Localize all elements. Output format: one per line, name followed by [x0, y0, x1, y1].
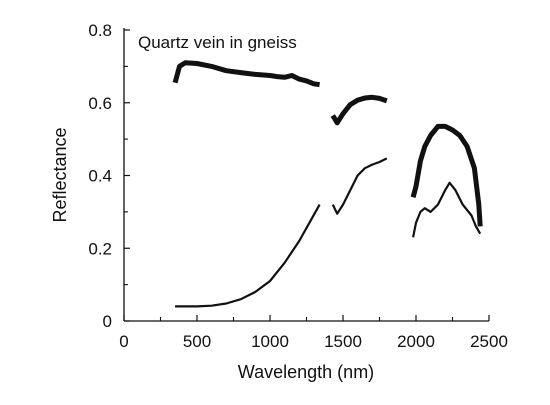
spectrum-line-segment-1 — [172, 60, 320, 88]
x-tick-label: 1500 — [324, 332, 362, 351]
ticks: 0 500 1000 1500 2000 2500 0 0.2 0.4 0.6 0.8 — [88, 21, 508, 351]
x-tick-label: 500 — [183, 332, 211, 351]
y-tick-label: 0.6 — [88, 94, 112, 113]
x-axis-title: Wavelength (nm) — [238, 362, 374, 382]
x-tick-label: 0 — [119, 332, 128, 351]
y-tick-label: 0.8 — [88, 21, 112, 40]
x-tick-label: 2500 — [470, 332, 508, 351]
spectrum-line-segment-2 — [330, 94, 388, 126]
spectrum-line-segment-3 — [410, 123, 483, 227]
y-axis-title: Reflectance — [50, 127, 70, 222]
x-tick-label: 2000 — [397, 332, 435, 351]
y-tick-label: 0.2 — [88, 239, 112, 258]
y-tick-label: 0 — [103, 312, 112, 331]
data-series — [172, 60, 483, 308]
series-lower — [175, 157, 482, 308]
panel-annotation: Quartz vein in gneiss — [138, 33, 297, 52]
y-tick-label: 0.4 — [88, 167, 112, 186]
series-upper — [172, 60, 483, 227]
spectrum-line-segment-2 — [331, 157, 388, 215]
spectrum-line-segment-3 — [412, 181, 482, 238]
x-tick-label: 1000 — [251, 332, 289, 351]
spectrum-line-segment-1 — [175, 204, 321, 308]
